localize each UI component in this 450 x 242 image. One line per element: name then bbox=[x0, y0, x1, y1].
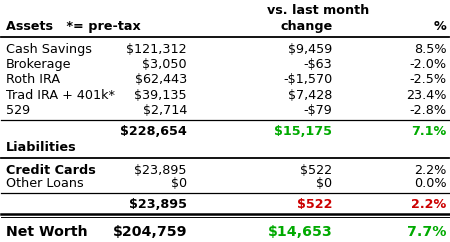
Text: Assets   *= pre-tax: Assets *= pre-tax bbox=[6, 21, 140, 33]
Text: Credit Cards: Credit Cards bbox=[6, 164, 95, 177]
Text: $23,895: $23,895 bbox=[129, 198, 187, 211]
Text: Trad IRA + 401k*: Trad IRA + 401k* bbox=[6, 89, 115, 102]
Text: Other Loans: Other Loans bbox=[6, 177, 84, 190]
Text: 23.4%: 23.4% bbox=[406, 89, 446, 102]
Text: 2.2%: 2.2% bbox=[414, 164, 446, 177]
Text: 8.5%: 8.5% bbox=[414, 43, 446, 56]
Text: $522: $522 bbox=[297, 198, 333, 211]
Text: -2.8%: -2.8% bbox=[409, 105, 446, 117]
Text: $15,175: $15,175 bbox=[274, 125, 333, 137]
Text: $228,654: $228,654 bbox=[120, 125, 187, 137]
Text: $204,759: $204,759 bbox=[112, 225, 187, 239]
Text: %: % bbox=[434, 21, 446, 33]
Text: 7.7%: 7.7% bbox=[407, 225, 446, 239]
Text: Brokerage: Brokerage bbox=[6, 58, 72, 71]
Text: $14,653: $14,653 bbox=[268, 225, 333, 239]
Text: $39,135: $39,135 bbox=[135, 89, 187, 102]
Text: $62,443: $62,443 bbox=[135, 73, 187, 86]
Text: $121,312: $121,312 bbox=[126, 43, 187, 56]
Text: $23,895: $23,895 bbox=[135, 164, 187, 177]
Text: 2.2%: 2.2% bbox=[411, 198, 446, 211]
Text: $0: $0 bbox=[316, 177, 333, 190]
Text: -$63: -$63 bbox=[304, 58, 333, 71]
Text: Net Worth: Net Worth bbox=[6, 225, 87, 239]
Text: $7,428: $7,428 bbox=[288, 89, 333, 102]
Text: $9,459: $9,459 bbox=[288, 43, 333, 56]
Text: 529: 529 bbox=[6, 105, 30, 117]
Text: Cash Savings: Cash Savings bbox=[6, 43, 92, 56]
Text: -$1,570: -$1,570 bbox=[283, 73, 333, 86]
Text: -2.5%: -2.5% bbox=[409, 73, 446, 86]
Text: -$79: -$79 bbox=[304, 105, 333, 117]
Text: $2,714: $2,714 bbox=[143, 105, 187, 117]
Text: change: change bbox=[280, 21, 333, 33]
Text: $522: $522 bbox=[300, 164, 333, 177]
Text: Liabilities: Liabilities bbox=[6, 141, 76, 154]
Text: 0.0%: 0.0% bbox=[414, 177, 446, 190]
Text: 7.1%: 7.1% bbox=[411, 125, 446, 137]
Text: Roth IRA: Roth IRA bbox=[6, 73, 60, 86]
Text: -2.0%: -2.0% bbox=[409, 58, 446, 71]
Text: $0: $0 bbox=[171, 177, 187, 190]
Text: $3,050: $3,050 bbox=[142, 58, 187, 71]
Text: vs. last month: vs. last month bbox=[267, 4, 370, 17]
